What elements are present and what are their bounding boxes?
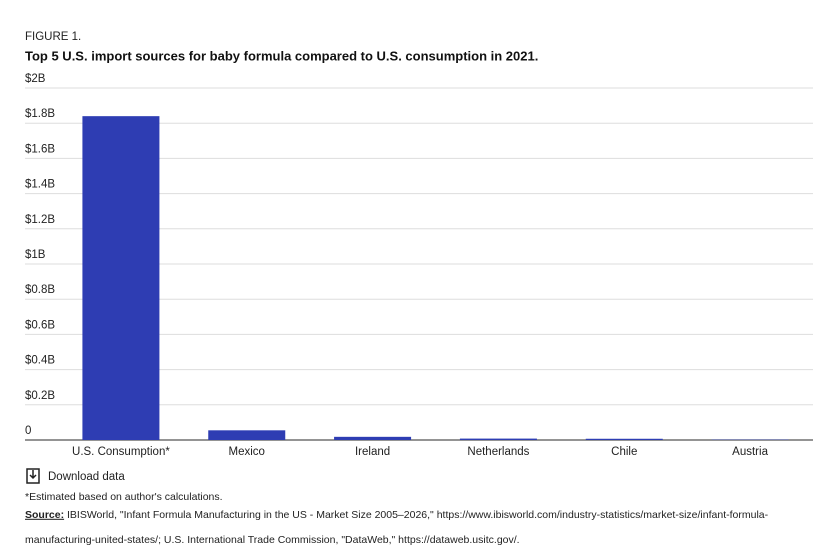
x-tick-label: Chile	[611, 446, 637, 458]
y-tick-label: $1.6B	[25, 143, 55, 155]
x-tick-label: Austria	[732, 446, 768, 458]
source-text: IBISWorld, "Infant Formula Manufacturing…	[67, 509, 769, 521]
bar	[459, 438, 537, 440]
chart-title: Top 5 U.S. import sources for baby formu…	[25, 48, 538, 63]
y-tick-label: $0.6B	[25, 319, 55, 331]
x-tick-label: U.S. Consumption*	[72, 446, 170, 458]
bar	[334, 436, 412, 440]
figure-label: FIGURE 1.	[25, 31, 81, 43]
x-tick-label: Mexico	[229, 446, 265, 458]
download-button[interactable]: Download data	[26, 468, 125, 484]
y-tick-label: $1B	[25, 249, 46, 261]
download-arrow	[29, 470, 37, 480]
bar	[82, 116, 160, 440]
y-tick-label: 0	[25, 425, 31, 437]
source-text: manufacturing-united-states/; U.S. Inter…	[25, 534, 520, 546]
y-tick-label: $0.8B	[25, 284, 55, 296]
x-tick-label: Netherlands	[467, 446, 529, 458]
y-tick-label: $1.4B	[25, 179, 55, 191]
x-tick-label: Ireland	[355, 446, 390, 458]
y-tick-label: $0.4B	[25, 355, 55, 367]
download-icon	[26, 468, 40, 484]
source-label: Source:	[25, 509, 64, 521]
y-tick-label: $1.8B	[25, 108, 55, 120]
download-label[interactable]: Download data	[48, 471, 125, 483]
y-tick-label: $0.2B	[25, 390, 55, 402]
bar	[585, 438, 663, 440]
footnote: *Estimated based on author's calculation…	[25, 491, 223, 503]
y-tick-label: $1.2B	[25, 214, 55, 226]
y-tick-label: $2B	[25, 73, 46, 85]
bar	[208, 430, 286, 440]
